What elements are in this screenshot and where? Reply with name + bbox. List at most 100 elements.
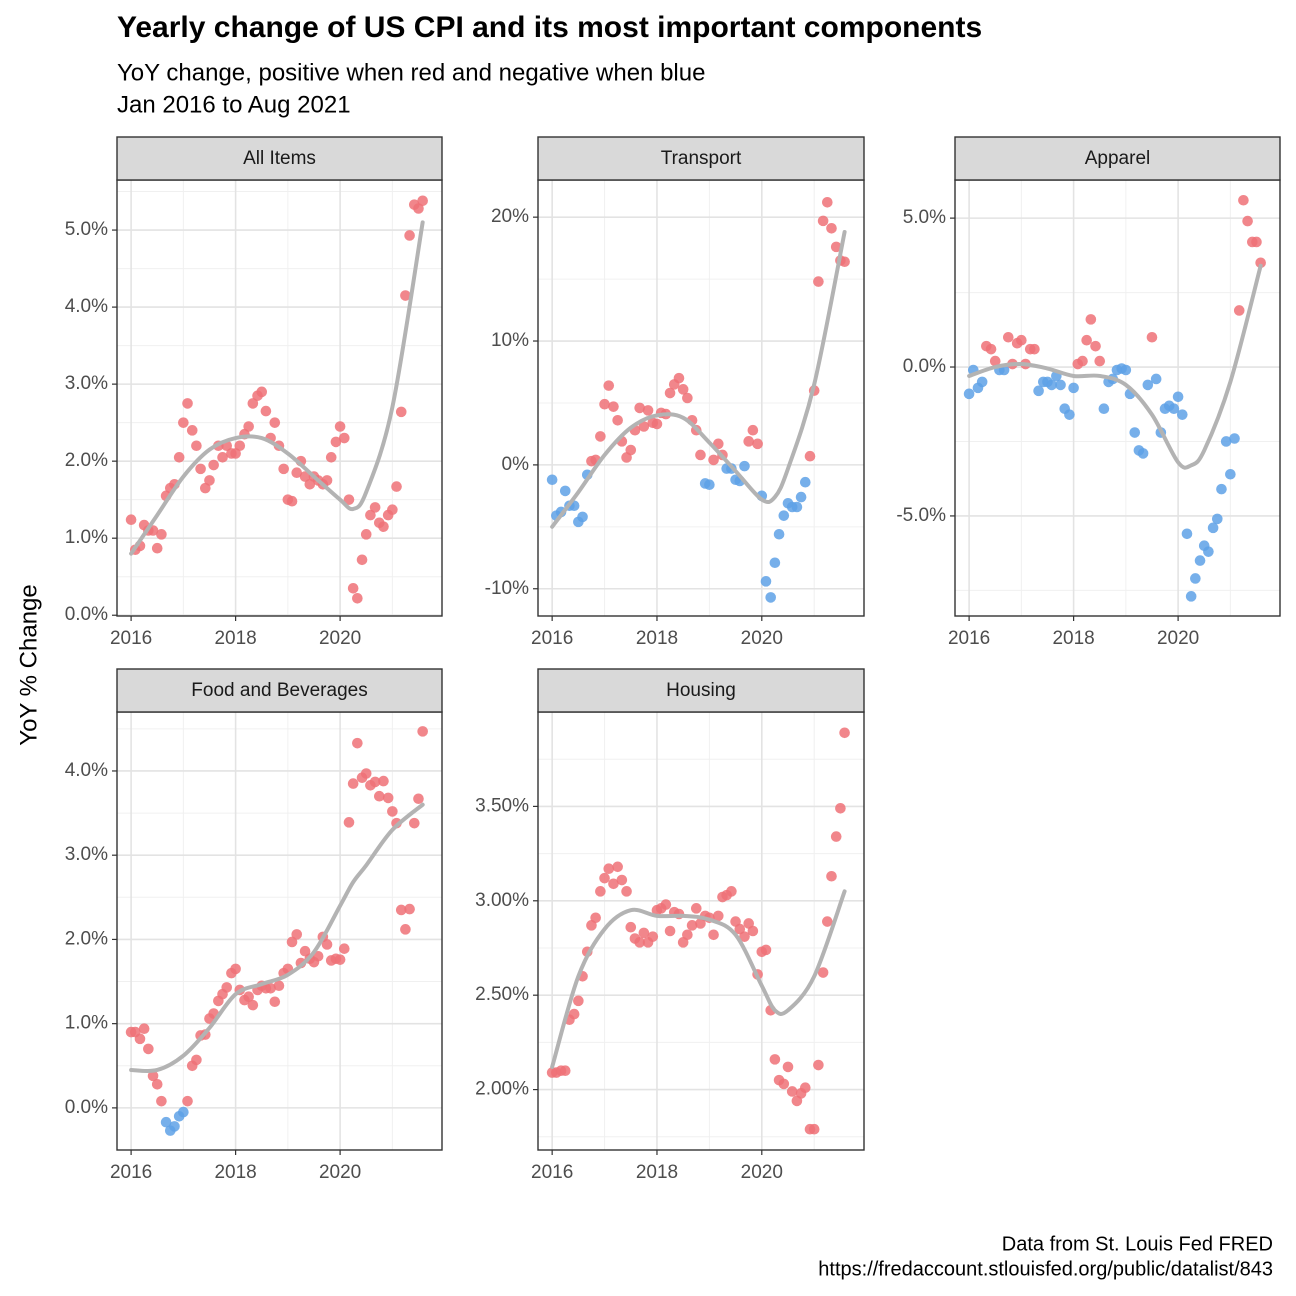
point bbox=[404, 230, 415, 241]
point bbox=[791, 501, 803, 513]
point bbox=[638, 927, 650, 939]
point bbox=[686, 920, 698, 931]
panel: -5.0% 0.0% 5.0% 2016 2018 2020 Apparel bbox=[896, 136, 1281, 649]
point bbox=[247, 398, 259, 409]
point bbox=[817, 215, 829, 227]
point bbox=[1002, 331, 1014, 343]
point bbox=[347, 582, 359, 594]
point bbox=[291, 467, 303, 479]
point bbox=[360, 529, 372, 540]
point bbox=[173, 452, 185, 463]
point bbox=[743, 436, 754, 447]
strip-label: Apparel bbox=[1085, 148, 1151, 169]
point bbox=[1094, 355, 1106, 367]
point bbox=[695, 449, 706, 461]
point bbox=[778, 510, 790, 521]
point bbox=[178, 1106, 189, 1118]
y-tick-label: 20% bbox=[491, 206, 529, 227]
point bbox=[1185, 591, 1197, 602]
point bbox=[413, 793, 424, 805]
point bbox=[286, 495, 298, 507]
point bbox=[1129, 427, 1141, 438]
point bbox=[1146, 331, 1158, 343]
strip-label: All Items bbox=[243, 148, 316, 169]
point bbox=[1085, 314, 1097, 325]
point bbox=[378, 775, 389, 787]
panel: 0.0% 1.0% 2.0% 3.0% 4.0% 2016 2018 2020 Food and… bbox=[65, 668, 443, 1183]
point bbox=[312, 950, 324, 962]
point bbox=[208, 459, 219, 471]
point bbox=[186, 425, 198, 436]
point bbox=[195, 463, 206, 475]
y-tick-label: 0.0% bbox=[65, 1097, 108, 1118]
point bbox=[747, 424, 759, 436]
x-tick-label: 2018 bbox=[636, 628, 678, 649]
point bbox=[782, 1061, 794, 1073]
y-tick-label: 3.50% bbox=[475, 795, 529, 816]
point bbox=[1090, 340, 1101, 352]
point bbox=[708, 929, 719, 941]
y-tick-label: 0.0% bbox=[65, 604, 108, 625]
x-tick-label: 2018 bbox=[1052, 628, 1094, 649]
point bbox=[169, 1121, 180, 1132]
x-tick-label: 2016 bbox=[110, 628, 152, 649]
point bbox=[243, 991, 254, 1002]
point bbox=[325, 452, 337, 463]
y-tick-label: -5.0% bbox=[896, 505, 946, 526]
point bbox=[1168, 403, 1180, 415]
point bbox=[590, 912, 601, 924]
y-tick-label: 4.0% bbox=[65, 296, 108, 317]
point bbox=[395, 904, 407, 916]
point bbox=[599, 872, 610, 884]
point bbox=[813, 276, 824, 287]
point bbox=[1081, 334, 1092, 346]
point bbox=[400, 290, 411, 301]
point bbox=[1137, 448, 1149, 459]
point bbox=[1029, 343, 1040, 355]
point bbox=[1077, 355, 1088, 367]
x-tick-label: 2020 bbox=[741, 1162, 783, 1183]
y-tick-label: 3.0% bbox=[65, 844, 108, 865]
point bbox=[677, 384, 689, 395]
point bbox=[608, 878, 619, 890]
y-tick-label: 2.0% bbox=[65, 450, 108, 471]
point bbox=[813, 1059, 824, 1071]
point bbox=[769, 557, 781, 569]
panel-background bbox=[117, 180, 442, 616]
point bbox=[204, 475, 215, 486]
point bbox=[299, 471, 311, 482]
point bbox=[1150, 373, 1162, 385]
point bbox=[338, 943, 350, 954]
point bbox=[752, 438, 763, 450]
y-tick-label: 2.00% bbox=[475, 1079, 529, 1100]
panel: 2.00% 2.50% 3.00% 3.50% 2016 2018 2020 Housing bbox=[475, 668, 865, 1183]
point bbox=[400, 924, 411, 935]
point bbox=[985, 343, 997, 355]
point bbox=[352, 737, 363, 749]
point bbox=[1242, 215, 1253, 227]
point bbox=[1233, 305, 1245, 316]
point bbox=[1181, 528, 1193, 540]
point bbox=[1033, 385, 1044, 397]
chart-subtitle: Jan 2016 to Aug 2021 bbox=[117, 91, 351, 118]
point bbox=[404, 903, 415, 915]
point bbox=[221, 982, 233, 993]
point bbox=[822, 196, 833, 208]
y-tick-label: 0.0% bbox=[903, 356, 946, 377]
point bbox=[382, 792, 394, 804]
y-tick-label: 0% bbox=[502, 454, 530, 475]
point bbox=[599, 398, 610, 410]
point bbox=[1176, 409, 1188, 420]
point bbox=[1064, 409, 1075, 420]
point bbox=[826, 870, 837, 882]
x-tick-label: 2018 bbox=[214, 628, 256, 649]
point bbox=[795, 491, 807, 503]
point bbox=[156, 1095, 167, 1107]
point bbox=[769, 1054, 781, 1065]
y-tick-label: 3.0% bbox=[65, 373, 108, 394]
point bbox=[760, 576, 772, 587]
point bbox=[786, 1086, 798, 1097]
point bbox=[387, 504, 398, 515]
panel-background bbox=[955, 180, 1280, 616]
